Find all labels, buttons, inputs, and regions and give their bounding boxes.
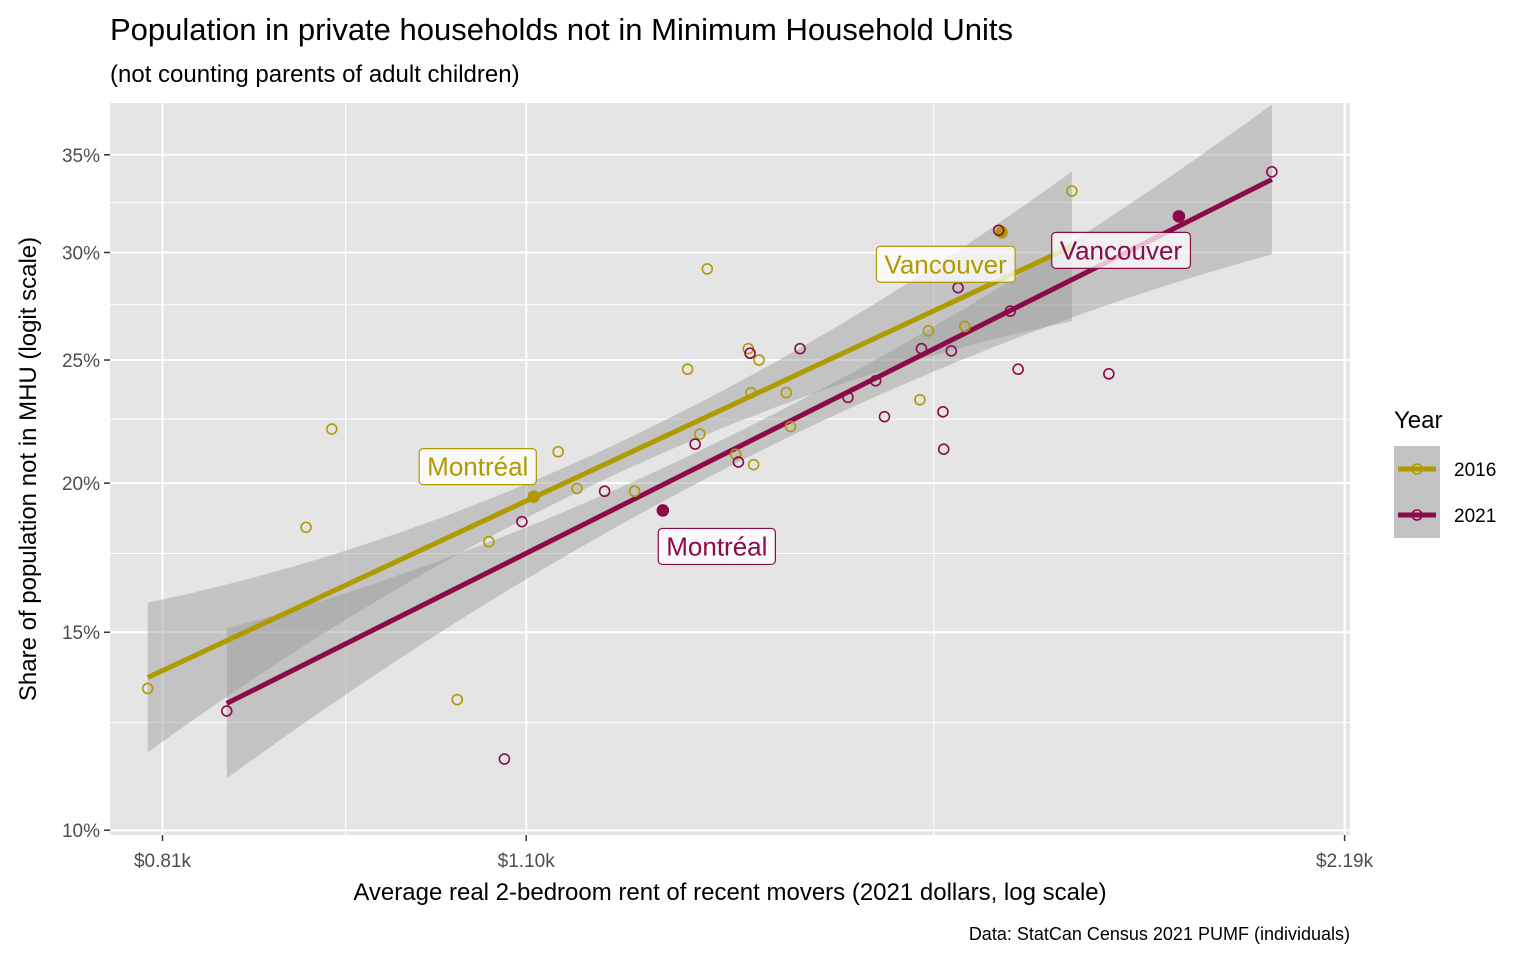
data-point-2021 xyxy=(598,485,611,498)
legend-title: Year xyxy=(1394,407,1443,434)
data-point-2016 xyxy=(959,320,971,333)
y-tick-label: 15% xyxy=(62,623,100,644)
data-point-2021 xyxy=(1012,363,1024,376)
grid-major xyxy=(110,103,1350,835)
city-label-2016: Montréal xyxy=(418,448,537,486)
highlight-point-2021 xyxy=(656,504,670,517)
x-tick-label: $2.19k xyxy=(1316,851,1374,872)
data-point-2016 xyxy=(747,458,760,471)
data-point-2021 xyxy=(915,342,928,355)
data-point-2016 xyxy=(552,445,564,458)
data-point-2021 xyxy=(220,705,233,717)
legend-entry-2021: 2021 xyxy=(1394,492,1496,538)
data-point-2016 xyxy=(729,448,742,461)
data-point-2021 xyxy=(1266,166,1278,178)
svg-text:Montréal: Montréal xyxy=(666,531,767,561)
data-point-2016 xyxy=(325,423,338,435)
data-point-2016 xyxy=(681,363,694,376)
data-point-2016 xyxy=(922,325,935,337)
data-point-2016 xyxy=(571,482,583,495)
axes: $0.81k $1.10k $2.19k 10% 15% 20% 25% 30% 35% xyxy=(62,146,1374,872)
data-point-2021 xyxy=(869,375,882,387)
y-tick-label: 30% xyxy=(62,243,100,264)
city-labels: Montréal Vancouver Montréal Vancouver xyxy=(418,231,1192,566)
data-point-2021 xyxy=(842,391,854,404)
svg-text:Montréal: Montréal xyxy=(427,452,528,482)
data-point-2021 xyxy=(794,342,806,355)
legend-label: 2021 xyxy=(1454,506,1496,527)
city-label-2021: Montréal xyxy=(657,527,777,566)
data-source-caption: Data: StatCan Census 2021 PUMF (individu… xyxy=(969,924,1350,944)
x-tick-label: $1.10k xyxy=(498,851,556,872)
x-axis-label: Average real 2-bedroom rent of recent mo… xyxy=(353,879,1106,906)
data-point-2021 xyxy=(878,410,891,423)
legend-label: 2016 xyxy=(1454,460,1496,481)
fit-line-2016 xyxy=(146,244,1073,680)
y-tick-label: 20% xyxy=(62,474,100,495)
legend: Year 2016 2021 xyxy=(1394,407,1496,538)
highlight-point-2021 xyxy=(1172,210,1186,223)
data-point-2021 xyxy=(732,456,745,468)
data-point-2016 xyxy=(780,386,793,399)
svg-text:Vancouver: Vancouver xyxy=(884,249,1007,279)
data-point-2021 xyxy=(689,438,701,450)
city-label-2021: Vancouver xyxy=(1051,231,1192,269)
data-point-2021 xyxy=(937,406,949,418)
data-point-2021 xyxy=(992,224,1005,237)
data-point-2016 xyxy=(483,535,495,548)
data-point-2016 xyxy=(141,682,154,695)
data-point-2021 xyxy=(945,345,958,357)
city-label-2016: Vancouver xyxy=(875,245,1016,283)
data-point-2016 xyxy=(784,420,797,433)
y-axis-label: Share of population not in MHU (logit sc… xyxy=(15,237,42,701)
data-point-2021 xyxy=(937,443,950,455)
data-point-2021 xyxy=(516,515,528,528)
data-point-2016 xyxy=(694,428,706,440)
chart-subtitle: (not counting parents of adult children) xyxy=(110,61,520,88)
data-point-2021 xyxy=(498,753,511,765)
y-tick-label: 10% xyxy=(62,821,100,842)
highlight-point-2016 xyxy=(995,225,1008,239)
data-point-2016 xyxy=(300,521,312,534)
y-tick-label: 25% xyxy=(62,351,100,372)
plot-panel xyxy=(110,103,1350,835)
highlight-point-2016 xyxy=(527,490,541,503)
data-point-2016 xyxy=(451,693,464,706)
data-point-2021 xyxy=(1004,305,1017,317)
data-point-2016 xyxy=(628,485,641,498)
x-tick-label: $0.81k xyxy=(134,851,192,872)
data-point-2021 xyxy=(1103,368,1115,380)
data-point-2021 xyxy=(744,347,756,360)
data-points xyxy=(141,166,1278,765)
svg-text:Vancouver: Vancouver xyxy=(1060,235,1183,265)
data-point-2016 xyxy=(701,263,714,275)
data-point-2016 xyxy=(1066,185,1078,197)
data-point-2016 xyxy=(914,393,926,406)
chart-title: Population in private households not in … xyxy=(110,12,1013,47)
data-point-2016 xyxy=(753,354,765,366)
data-point-2016 xyxy=(745,386,757,399)
legend-entry-2016: 2016 xyxy=(1394,446,1496,492)
y-tick-label: 35% xyxy=(62,146,100,167)
